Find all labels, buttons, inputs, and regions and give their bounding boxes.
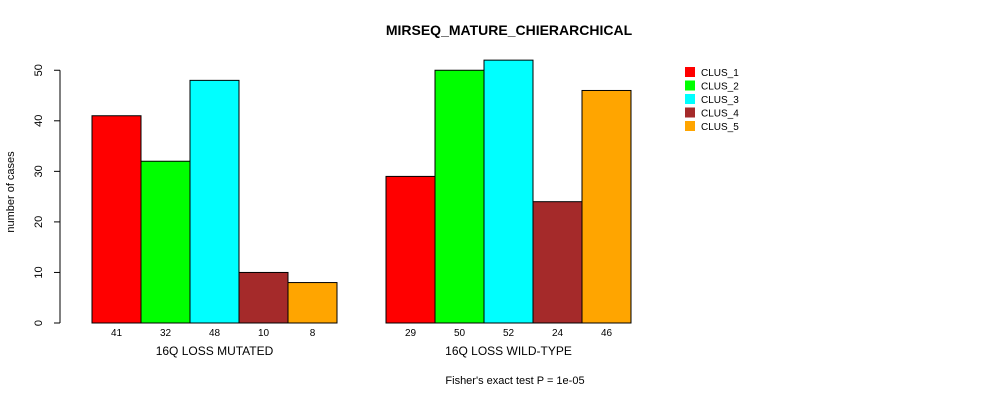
y-tick-label: 40 [33, 115, 45, 127]
legend-label: CLUS_3 [701, 95, 739, 106]
bar-count-label: 41 [111, 328, 123, 339]
bar [434, 69, 485, 324]
bar-count-label: 50 [454, 328, 466, 339]
bar [581, 89, 632, 324]
y-tick-label: 0 [33, 320, 45, 326]
y-tick-label: 50 [33, 64, 45, 76]
bar-count-label: 29 [405, 328, 417, 339]
fisher-test-footnote: Fisher's exact test P = 1e-05 [445, 375, 584, 387]
y-tick-label: 10 [33, 266, 45, 278]
bar [91, 115, 142, 324]
legend-swatch [685, 94, 695, 104]
bar-count-label: 24 [552, 328, 564, 339]
bar [238, 271, 289, 324]
legend-swatch [685, 107, 695, 118]
y-axis: 0 10 20 30 40 50 [33, 64, 61, 326]
bar [189, 79, 240, 324]
bar [483, 59, 534, 324]
group-label: 16Q LOSS WILD-TYPE [445, 344, 572, 358]
legend-swatch [685, 121, 695, 131]
bar-count-label: 46 [601, 328, 613, 339]
legend: CLUS_1 CLUS_2 CLUS_3 CLUS_4 CLUS_5 [685, 67, 739, 133]
bar [287, 282, 338, 324]
bars-layer: 41 32 48 10 8 16Q LOSS MUTATED 29 50 52 24 46 16Q L… [91, 59, 632, 358]
legend-swatch [685, 80, 695, 91]
legend-label: CLUS_2 [701, 82, 739, 93]
bar [385, 175, 436, 324]
legend-label: CLUS_4 [701, 109, 739, 120]
y-tick-label: 20 [33, 216, 45, 228]
bar-count-label: 8 [310, 328, 316, 339]
bar-count-label: 48 [209, 328, 221, 339]
bar-group: 29 50 52 24 46 16Q LOSS WILD-TYPE [385, 59, 632, 358]
chart-title: MIRSEQ_MATURE_CHIERARCHICAL [386, 22, 633, 38]
bar-count-label: 52 [503, 328, 515, 339]
y-tick-label: 30 [33, 165, 45, 177]
bar [532, 201, 583, 324]
y-axis-label: number of cases [5, 151, 17, 233]
bar-group: 41 32 48 10 8 16Q LOSS MUTATED [91, 79, 338, 358]
bar-count-label: 32 [160, 328, 172, 339]
bar [140, 160, 191, 324]
bar-count-label: 10 [258, 328, 270, 339]
group-label: 16Q LOSS MUTATED [156, 344, 274, 358]
legend-label: CLUS_5 [701, 122, 739, 133]
legend-label: CLUS_1 [701, 68, 739, 79]
legend-swatch [685, 67, 695, 77]
